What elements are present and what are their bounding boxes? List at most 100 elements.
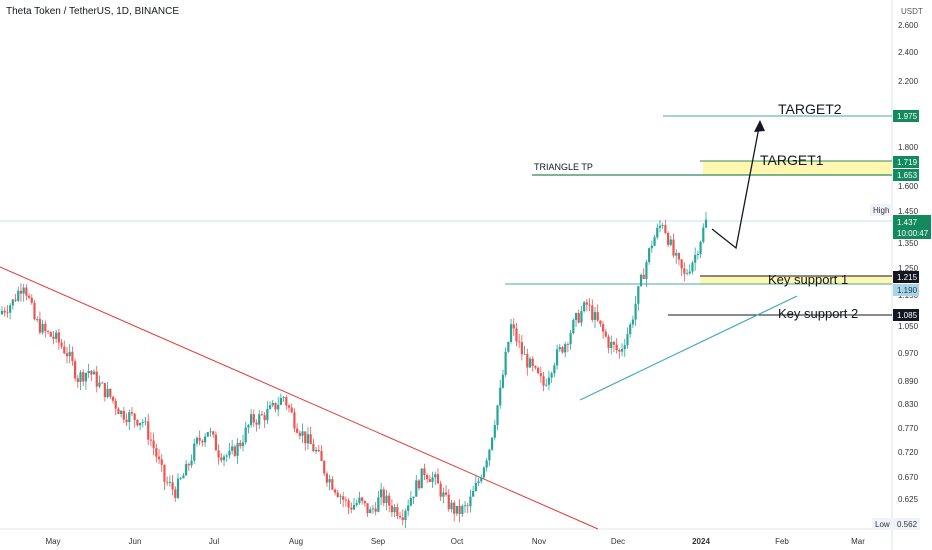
candle-up: [179, 478, 182, 480]
candle-up: [504, 351, 507, 375]
candle-up: [480, 477, 483, 482]
candle-down: [453, 502, 456, 514]
candle-down: [82, 372, 85, 382]
candle-up: [669, 239, 672, 245]
candle-up: [696, 254, 699, 256]
price-badge: [893, 156, 919, 168]
candle-up: [209, 431, 212, 433]
candle-down: [588, 304, 591, 306]
key-support-1-zone[interactable]: [700, 276, 892, 284]
y-axis-ticks: 2.600 2.400 2.200 1.800 1.600 1.450 1.35…: [898, 21, 919, 504]
price-badge-text: 1.190: [897, 286, 918, 295]
candle-up: [631, 319, 634, 325]
candle-down: [350, 507, 353, 510]
candle-down: [317, 449, 320, 452]
candle-up: [650, 245, 653, 249]
candle-down: [122, 410, 125, 420]
candle-up: [301, 431, 304, 436]
candle-up: [623, 345, 626, 350]
target1-label[interactable]: TARGET1: [760, 152, 824, 168]
candle-down: [298, 432, 301, 436]
candle-down: [666, 233, 670, 245]
candle-down: [111, 396, 115, 401]
candle-down: [44, 323, 47, 332]
candle-up: [450, 502, 453, 510]
y-tick-label: 1.250: [898, 264, 919, 273]
last-price-text: 1.437: [897, 218, 918, 227]
candle-down: [542, 376, 545, 386]
candle-down: [401, 517, 404, 521]
candle-down: [117, 408, 120, 415]
key-support-1-label[interactable]: Key support 1: [768, 272, 848, 287]
candle-down: [90, 370, 93, 375]
candle-up: [691, 262, 694, 272]
candle-up: [266, 408, 269, 421]
candle-up: [675, 253, 678, 256]
triangle-tp-label[interactable]: TRIANGLE TP: [534, 162, 593, 172]
price-badge-text: 1.085: [897, 311, 918, 320]
candle-up: [371, 508, 375, 510]
candle-up: [547, 377, 551, 385]
candle-up: [658, 225, 662, 228]
countdown-text: 10:00:47: [897, 229, 929, 238]
candle-up: [393, 507, 396, 513]
candle-up: [231, 446, 234, 451]
candle-down: [320, 451, 323, 461]
candle-down: [361, 497, 364, 501]
candle-down: [374, 508, 377, 512]
candle-down: [260, 414, 264, 416]
candle-down: [561, 347, 564, 353]
candle-down: [602, 324, 605, 332]
currency-label[interactable]: USDT: [901, 7, 923, 16]
candle-up: [352, 504, 356, 510]
candle-down: [130, 412, 134, 414]
x-tick-label: Nov: [532, 537, 546, 546]
descending-trendline[interactable]: [0, 266, 599, 530]
candle-up: [431, 477, 434, 483]
candle-up: [572, 319, 575, 334]
candles-group: [0, 211, 708, 529]
candle-down: [566, 344, 570, 345]
candle-down: [263, 415, 266, 421]
candle-up: [580, 311, 583, 323]
candle-up: [699, 241, 702, 255]
x-tick-label: Feb: [775, 537, 789, 546]
candle-down: [347, 500, 350, 508]
candle-down: [187, 464, 190, 466]
candle-down: [382, 489, 385, 504]
candle-down: [103, 383, 106, 398]
candle-up: [688, 271, 691, 274]
candle-up: [528, 358, 532, 368]
key-support-2-label[interactable]: Key support 2: [778, 306, 858, 321]
candle-down: [296, 428, 299, 433]
candle-down: [426, 475, 429, 480]
candle-down: [290, 407, 293, 413]
candle-down: [6, 312, 9, 314]
candle-down: [52, 336, 55, 339]
ascending-trendline[interactable]: [579, 295, 798, 401]
candle-down: [398, 516, 402, 518]
candle-up: [482, 467, 486, 478]
symbol-title: Theta Token / TetherUS, 1D, BINANCE: [6, 6, 180, 17]
last-price-badge: [893, 215, 931, 239]
x-axis-ticks: May Jun Jul Aug Sep Oct Nov Dec 2024 Feb…: [45, 537, 865, 546]
candle-up: [645, 262, 648, 279]
candle-up: [314, 449, 318, 452]
candle-up: [369, 509, 372, 514]
candle-down: [677, 253, 681, 260]
candle-down: [155, 447, 158, 457]
candle-up: [22, 287, 25, 294]
x-tick-label: Dec: [611, 537, 625, 546]
candle-up: [282, 397, 285, 399]
candle-up: [653, 237, 656, 246]
candle-up: [379, 489, 383, 498]
price-badge-text: 1.215: [897, 273, 918, 282]
projection-arrow[interactable]: [711, 121, 761, 250]
target2-label[interactable]: TARGET2: [778, 101, 842, 117]
candle-down: [30, 297, 33, 303]
y-tick-label: 0.970: [898, 349, 919, 358]
candle-up: [11, 299, 14, 306]
candle-down: [147, 421, 150, 440]
candle-down: [417, 480, 421, 489]
